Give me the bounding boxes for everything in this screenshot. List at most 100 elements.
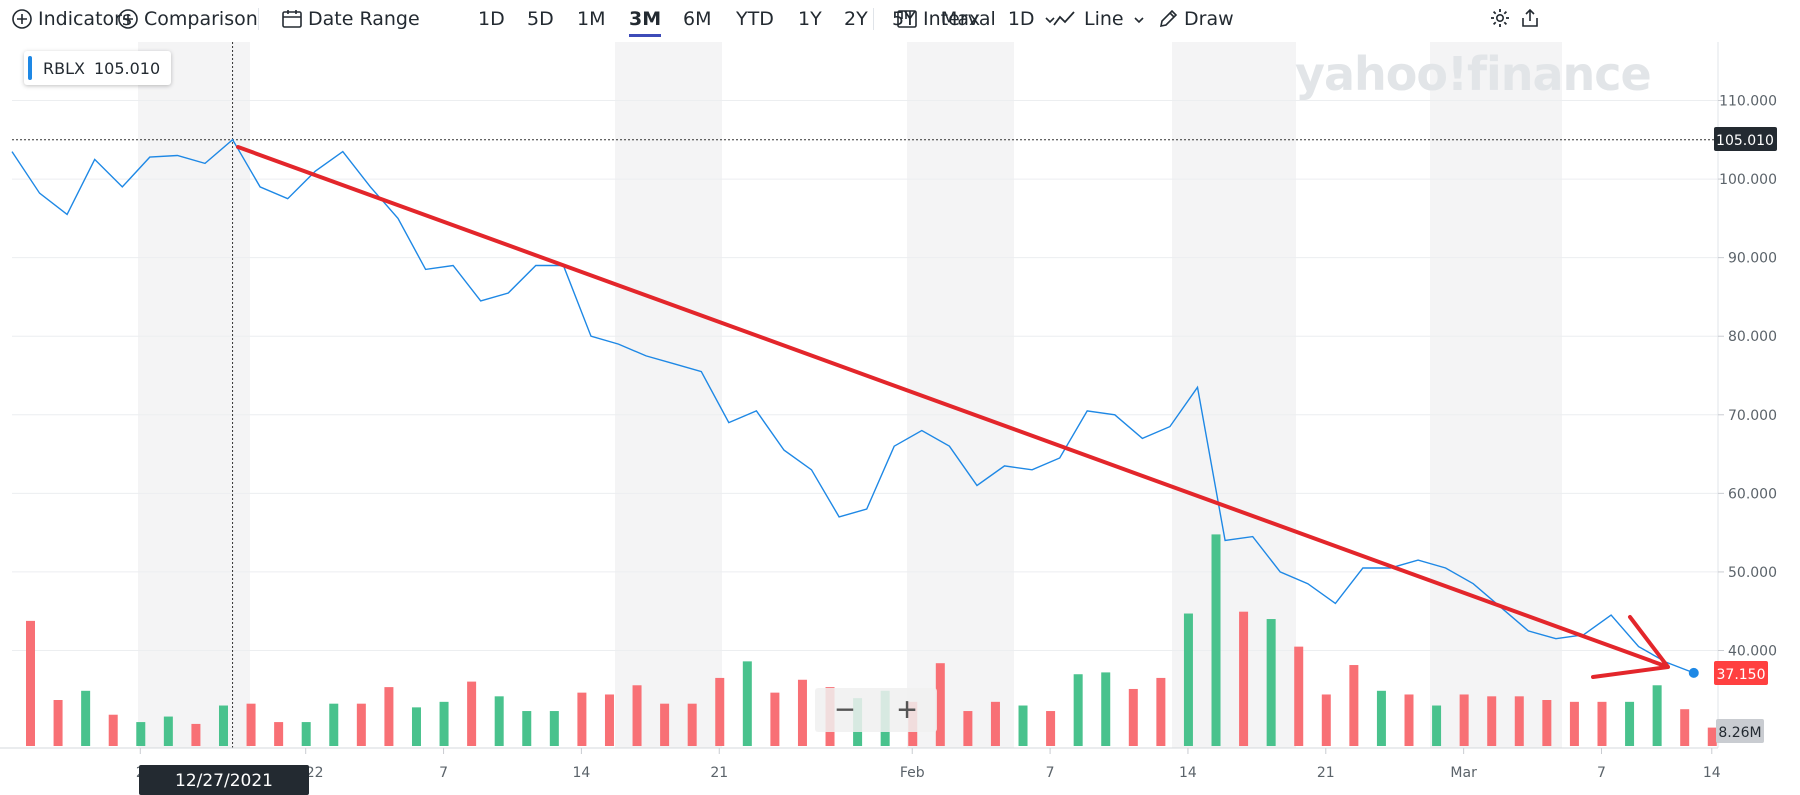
volume-bar	[356, 703, 366, 746]
yahoo-finance-watermark: yahoo!finance	[1295, 47, 1651, 101]
calendar-icon	[281, 8, 303, 30]
chart-type-button[interactable]: Line	[1052, 7, 1145, 31]
gear-icon	[1489, 7, 1511, 29]
indicators-label: Indicators	[38, 8, 132, 30]
volume-bar	[1625, 701, 1635, 746]
range-button-1m[interactable]: 1M	[577, 8, 606, 30]
volume-bar	[1018, 705, 1028, 746]
volume-badge: 8.26M	[1716, 719, 1764, 743]
chevron-down-icon	[1044, 14, 1056, 26]
volume-bar	[742, 661, 752, 746]
draw-button[interactable]: Draw	[1157, 7, 1234, 31]
volume-bar	[522, 711, 532, 746]
volume-bar	[577, 692, 587, 746]
volume-bar	[1183, 613, 1193, 746]
volume-bar	[191, 723, 201, 746]
y-axis: 40.000 50.000 60.000 70.000 80.000 90.000 100.…	[0, 42, 1777, 749]
volume-bar	[1404, 694, 1414, 746]
x-tick-label: 7	[439, 765, 448, 781]
volume-bar	[1073, 674, 1083, 746]
comparison-button[interactable]: Comparison	[117, 7, 258, 31]
y-tick-label: 100.000	[1719, 172, 1777, 188]
x-tick-label: 21	[710, 765, 728, 781]
volume-bar	[797, 679, 807, 746]
volume-bar	[1349, 665, 1359, 746]
date-range-label: Date Range	[308, 8, 420, 30]
last-price-badge: 37.150	[1714, 661, 1768, 685]
volume-bar	[467, 681, 477, 746]
range-button-5d[interactable]: 5D	[527, 8, 554, 30]
interval-label: Interval	[923, 8, 996, 30]
volume-bar	[1542, 700, 1552, 746]
trend-arrow	[236, 145, 1670, 679]
week-band	[138, 42, 250, 748]
volume-bar	[246, 703, 256, 746]
volume-bar	[1597, 701, 1607, 746]
volume-bar	[1294, 646, 1304, 746]
chart-type-label: Line	[1084, 8, 1124, 30]
gridlines	[12, 100, 1718, 651]
x-tick-label: 14	[1703, 765, 1721, 781]
x-tick-label: 21	[1317, 765, 1335, 781]
volume-bar	[26, 620, 35, 746]
volume-bar	[218, 705, 228, 746]
share-icon	[1519, 7, 1541, 29]
symbol-legend[interactable]: RBLX 105.010	[24, 51, 171, 85]
volume-bar	[1459, 694, 1469, 746]
range-button-3m[interactable]: 3M	[629, 8, 662, 37]
volume-bar	[1128, 688, 1138, 746]
settings-button[interactable]	[1489, 7, 1511, 31]
indicators-button[interactable]: Indicators	[11, 7, 132, 31]
x-tick-label: 14	[572, 765, 590, 781]
interval-icon	[896, 8, 918, 30]
range-button-1d[interactable]: 1D	[478, 8, 505, 30]
x-tick-label: 7	[1597, 765, 1606, 781]
zoom-in-button[interactable]: +	[897, 691, 917, 729]
zoom-out-button[interactable]: −	[835, 691, 855, 729]
date-range-button[interactable]: Date Range	[281, 7, 420, 31]
volume-bar	[1156, 677, 1166, 746]
volume-badge-text: 8.26M	[1718, 725, 1761, 741]
crosshair-date-text: 12/27/2021	[175, 771, 273, 791]
volume-bar	[1046, 711, 1056, 746]
crosshair-price-text: 105.010	[1716, 133, 1774, 149]
volume-bar	[108, 714, 118, 746]
volume-bar	[301, 722, 311, 746]
share-button[interactable]	[1519, 7, 1541, 31]
volume-bars	[26, 534, 1717, 746]
range-button-6m[interactable]: 6M	[683, 8, 712, 30]
volume-bar	[687, 703, 697, 746]
draw-label: Draw	[1184, 8, 1234, 30]
volume-bar	[1101, 672, 1111, 746]
volume-bar	[1376, 690, 1386, 746]
volume-bar	[1514, 696, 1524, 746]
comparison-label: Comparison	[144, 8, 258, 30]
volume-bar	[632, 685, 642, 746]
toolbar-divider	[873, 8, 874, 30]
range-button-2y[interactable]: 2Y	[844, 8, 868, 30]
price-line	[11, 138, 1695, 674]
volume-bar	[136, 722, 146, 746]
y-tick-label: 60.000	[1728, 486, 1777, 502]
volume-bar	[411, 707, 421, 746]
range-button-1y[interactable]: 1Y	[798, 8, 822, 30]
week-band	[1430, 42, 1562, 748]
pencil-icon	[1157, 8, 1179, 30]
volume-bar	[1266, 619, 1276, 746]
toolbar-divider	[258, 8, 259, 30]
interval-button[interactable]: Interval 1D	[896, 7, 1056, 31]
series-color-marker	[28, 56, 32, 80]
volume-bar	[963, 711, 973, 746]
zoom-controls: − +	[815, 688, 937, 732]
volume-bar	[1707, 727, 1717, 746]
range-button-max[interactable]: Max	[941, 8, 981, 30]
volume-bar	[1211, 534, 1221, 746]
volume-bar	[1569, 701, 1579, 746]
volume-bar	[1239, 611, 1249, 746]
y-tick-label: 70.000	[1728, 408, 1777, 424]
range-button-ytd[interactable]: YTD	[736, 8, 774, 30]
volume-bar	[1432, 705, 1442, 746]
volume-bar	[274, 722, 284, 746]
x-tick-label: Mar	[1450, 765, 1477, 781]
